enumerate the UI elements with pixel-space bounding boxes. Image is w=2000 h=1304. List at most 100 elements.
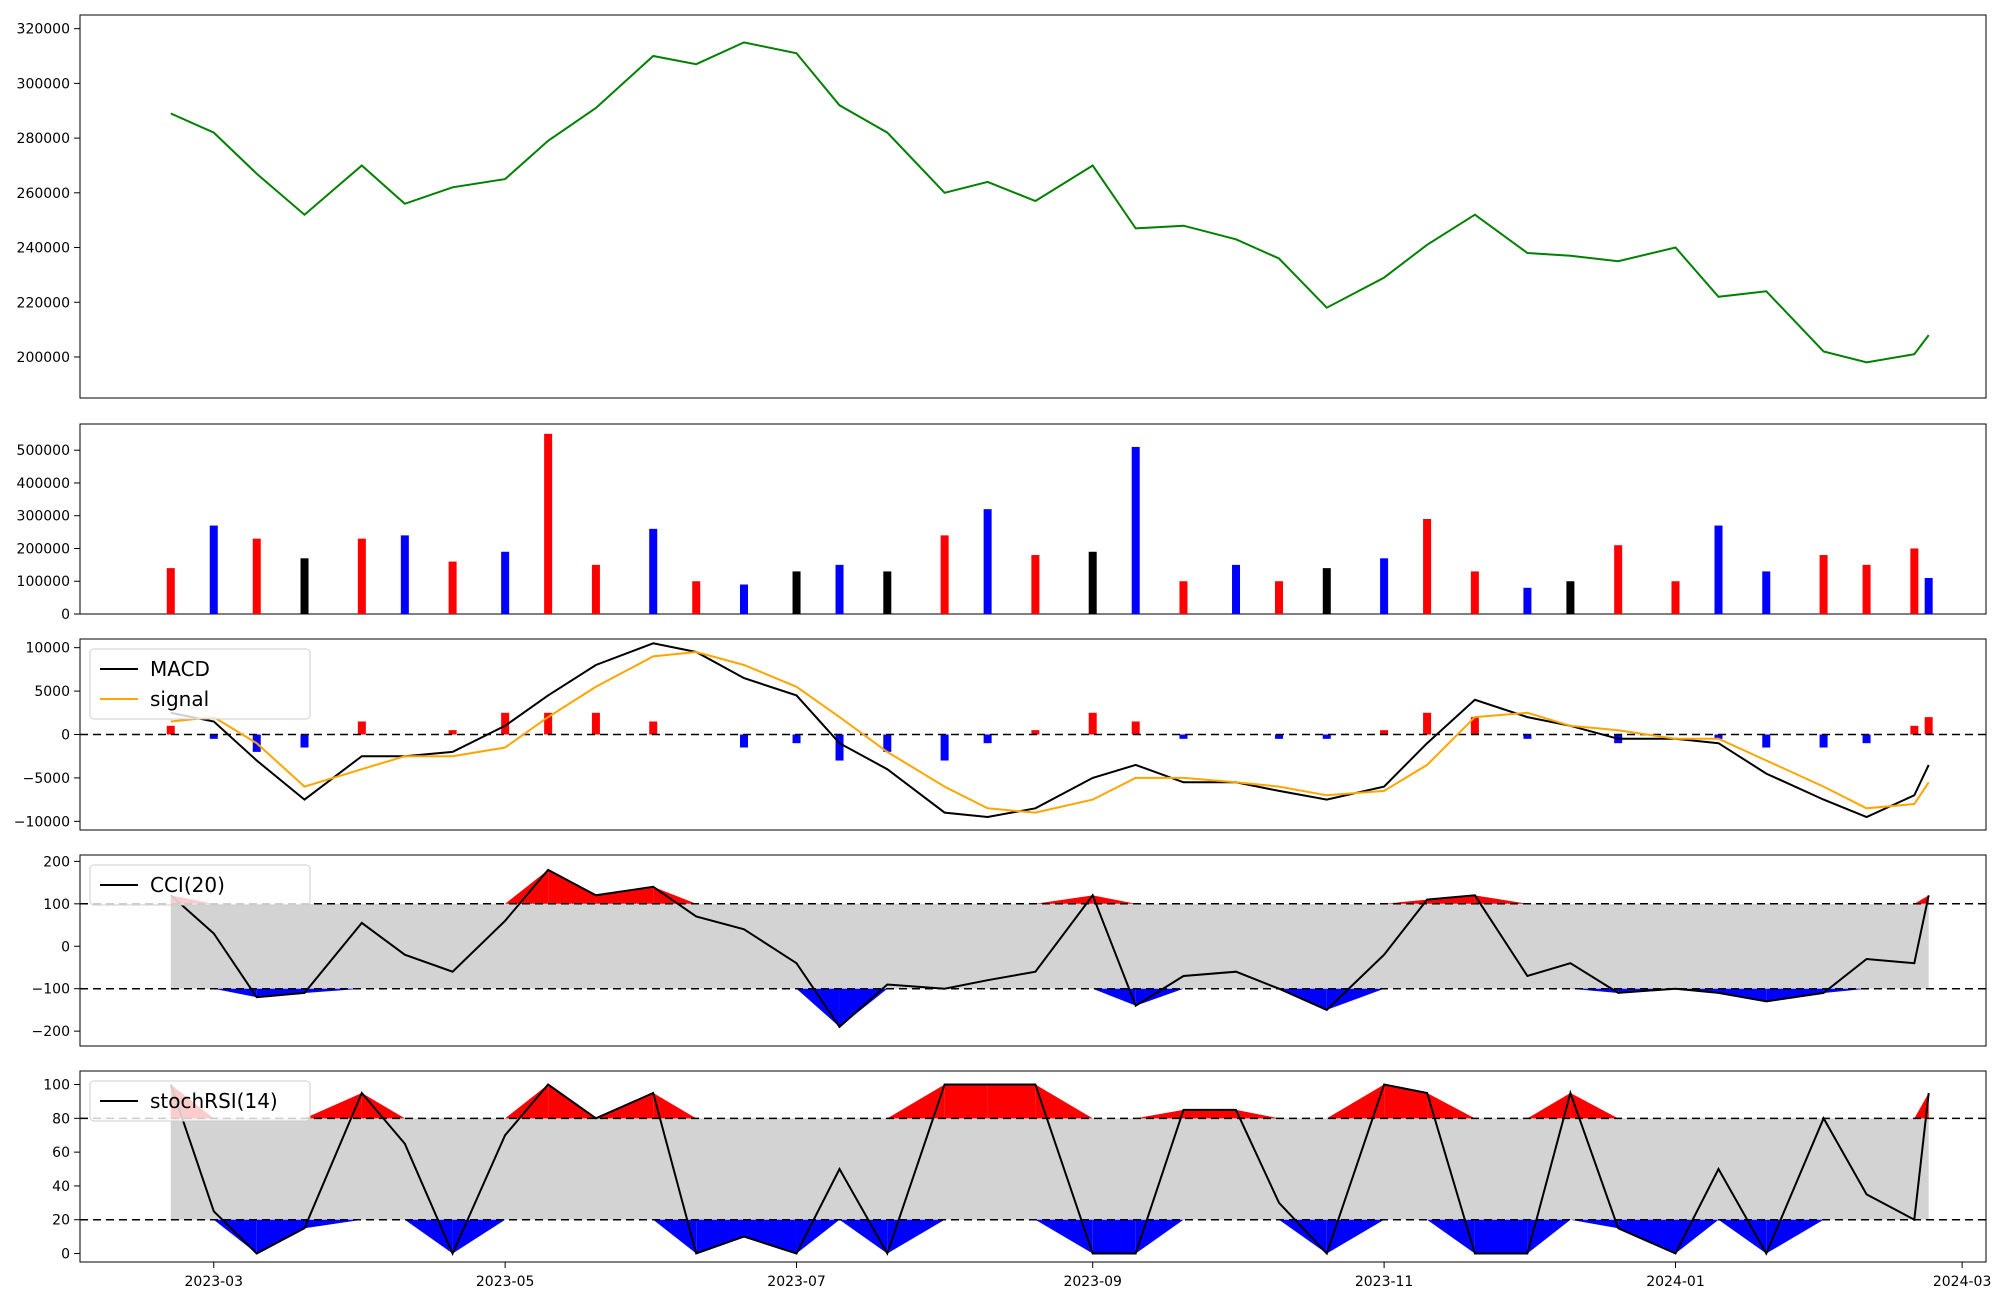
cci-overbought-fill <box>1475 895 1528 903</box>
stochrsi-overbought-fill <box>988 1085 1036 1119</box>
volume-bar <box>1380 558 1388 614</box>
stochrsi-neutral-band <box>171 1118 1929 1219</box>
macd-histogram-bar <box>167 726 175 735</box>
stochrsi-overbought-fill <box>1183 1110 1236 1118</box>
stochrsi-oversold-fill <box>1427 1220 1475 1254</box>
volume-bar <box>253 539 261 614</box>
volume-bar <box>649 529 657 614</box>
volume-bar <box>592 565 600 614</box>
volume-bar <box>1714 526 1722 614</box>
macd-legend-label: signal <box>150 687 209 711</box>
volume-bar <box>984 509 992 614</box>
x-tick-label: 2024-03 <box>1933 1274 1992 1290</box>
volume-bar <box>1323 568 1331 614</box>
stochrsi-overbought-fill <box>505 1085 548 1119</box>
cci-legend-label: CCI(20) <box>150 873 225 897</box>
macd-histogram-bar <box>649 721 657 734</box>
volume-bar <box>793 571 801 614</box>
stochrsi-oversold-fill <box>1327 1220 1384 1254</box>
volume-bar <box>1762 571 1770 614</box>
x-tick-label: 2023-07 <box>767 1274 826 1290</box>
volume-bar <box>941 535 949 614</box>
cci-y-tick-label: 100 <box>43 897 70 913</box>
signal-line <box>171 652 1929 813</box>
cci-overbought-fill <box>1093 895 1136 903</box>
volume-bar <box>1232 565 1240 614</box>
cci-y-tick-label: −200 <box>32 1024 70 1040</box>
price-y-tick-label: 200000 <box>17 350 70 366</box>
macd-histogram-bar <box>1132 721 1140 734</box>
macd-y-tick-label: 0 <box>61 728 70 744</box>
stochrsi-oversold-fill <box>1475 1220 1528 1254</box>
cci-y-tick-label: −100 <box>32 982 70 998</box>
macd-histogram-bar <box>1925 717 1933 734</box>
stochrsi-overbought-fill <box>887 1085 944 1119</box>
volume-bar <box>1925 578 1933 614</box>
macd-histogram-bar <box>358 721 366 734</box>
stochrsi-oversold-fill <box>887 1220 944 1254</box>
volume-bar <box>692 581 700 614</box>
volume-bar <box>167 568 175 614</box>
volume-bar <box>1471 571 1479 614</box>
macd-y-tick-label: −5000 <box>23 771 70 787</box>
volume-bar <box>1031 555 1039 614</box>
volume-bar <box>401 535 409 614</box>
volume-y-tick-label: 300000 <box>17 509 70 525</box>
cci-y-tick-label: 200 <box>43 854 70 870</box>
stochrsi-y-tick-label: 80 <box>52 1111 70 1127</box>
volume-bar <box>1671 581 1679 614</box>
stochrsi-oversold-fill <box>1718 1220 1766 1254</box>
stochrsi-y-tick-label: 0 <box>61 1247 70 1263</box>
macd-histogram-bar <box>592 713 600 735</box>
cci-y-tick-label: 0 <box>61 939 70 955</box>
cci-overbought-fill <box>548 870 596 904</box>
stochrsi-y-tick-label: 100 <box>43 1078 70 1094</box>
macd-y-tick-label: 10000 <box>25 641 70 657</box>
volume-bar <box>1523 588 1531 614</box>
stochrsi-oversold-fill <box>653 1220 696 1254</box>
cci-oversold-fill <box>1327 989 1384 1010</box>
stochrsi-overbought-fill <box>1136 1110 1184 1118</box>
volume-bar <box>1910 548 1918 614</box>
stochrsi-oversold-fill <box>1527 1220 1570 1254</box>
volume-bar <box>544 434 552 614</box>
stochrsi-oversold-fill <box>1279 1220 1327 1254</box>
cci-overbought-fill <box>596 887 653 904</box>
stochrsi-oversold-fill <box>1570 1220 1618 1228</box>
macd-histogram-bar <box>984 735 992 744</box>
volume-bar <box>1614 545 1622 614</box>
volume-bar <box>1089 552 1097 614</box>
macd-histogram-bar <box>1910 726 1918 735</box>
stochrsi-oversold-fill <box>1136 1220 1184 1254</box>
macd-histogram-bar <box>836 735 844 761</box>
stochrsi-oversold-fill <box>1035 1220 1092 1254</box>
macd-line <box>171 643 1929 817</box>
stochrsi-oversold-fill <box>797 1220 840 1254</box>
cci-oversold-fill <box>214 989 257 997</box>
volume-bar <box>883 571 891 614</box>
macd-histogram-bar <box>1089 713 1097 735</box>
stochrsi-oversold-fill <box>257 1220 305 1254</box>
stochrsi-y-tick-label: 40 <box>52 1179 70 1195</box>
volume-bar <box>1132 447 1140 614</box>
x-tick-label: 2023-03 <box>185 1274 244 1290</box>
macd-histogram-bar <box>740 735 748 748</box>
stochrsi-y-tick-label: 20 <box>52 1213 70 1229</box>
macd-histogram-bar <box>941 735 949 761</box>
stochrsi-overbought-fill <box>1327 1085 1384 1119</box>
volume-bar <box>1423 519 1431 614</box>
macd-histogram-bar <box>793 735 801 744</box>
cci-oversold-fill <box>1824 989 1867 993</box>
stochrsi-oversold-fill <box>1618 1220 1675 1254</box>
x-tick-label: 2023-11 <box>1355 1274 1414 1290</box>
volume-bar <box>836 565 844 614</box>
volume-bar <box>1820 555 1828 614</box>
volume-bar <box>449 562 457 614</box>
price-y-tick-label: 320000 <box>17 22 70 38</box>
volume-bar <box>1863 565 1871 614</box>
stochrsi-oversold-fill <box>305 1220 362 1228</box>
stochrsi-oversold-fill <box>1093 1220 1136 1254</box>
price-y-tick-label: 220000 <box>17 295 70 311</box>
volume-bar <box>1179 581 1187 614</box>
